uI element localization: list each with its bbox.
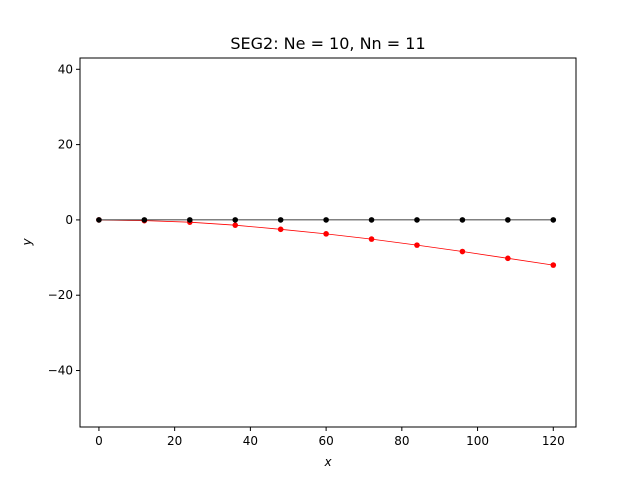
y-tick-label: 0: [65, 213, 73, 227]
plot-frame: [79, 57, 577, 428]
series-0-point: [187, 217, 193, 223]
series-0-point: [141, 217, 148, 223]
x-axis: 0 20 40 60 80 100 120: [95, 427, 565, 448]
y-tick-label: 40: [58, 62, 73, 76]
x-axis-label: x: [323, 455, 332, 469]
series-1-point: [550, 262, 557, 268]
series-1-point: [414, 242, 420, 248]
y-axis-label: y: [20, 238, 34, 247]
series-0-point: [96, 217, 102, 223]
series-0-point: [232, 217, 239, 223]
series-0-point: [277, 217, 284, 223]
series-1-point: [277, 226, 284, 233]
series-0-point: [323, 217, 329, 223]
series-0-point: [459, 217, 466, 223]
y-tick-label: −20: [48, 288, 73, 302]
x-tick-label: 40: [243, 434, 258, 448]
x-tick-label: 20: [167, 434, 182, 448]
x-tick-label: 60: [318, 434, 333, 448]
series-1-point: [232, 222, 239, 228]
y-tick-label: −40: [48, 364, 73, 378]
series-0-point: [505, 217, 511, 223]
series-0-point: [414, 217, 420, 223]
series-1-point: [505, 255, 511, 262]
x-tick-label: 120: [542, 434, 565, 448]
x-tick-label: 0: [95, 434, 103, 448]
x-tick-label: 100: [466, 434, 489, 448]
series-0-point: [368, 217, 375, 223]
series-1-point: [368, 236, 375, 242]
x-tick-label: 80: [394, 434, 409, 448]
series-0-point: [550, 217, 557, 223]
series-layer: [96, 217, 557, 268]
y-axis: −40 −20 0 20 40: [48, 62, 80, 378]
series-1-point: [459, 248, 466, 255]
y-tick-label: 20: [58, 138, 73, 152]
chart-title: SEG2: Ne = 10, Nn = 11: [230, 34, 425, 53]
series-1-point: [323, 231, 329, 237]
series-1-line: [98, 219, 554, 266]
